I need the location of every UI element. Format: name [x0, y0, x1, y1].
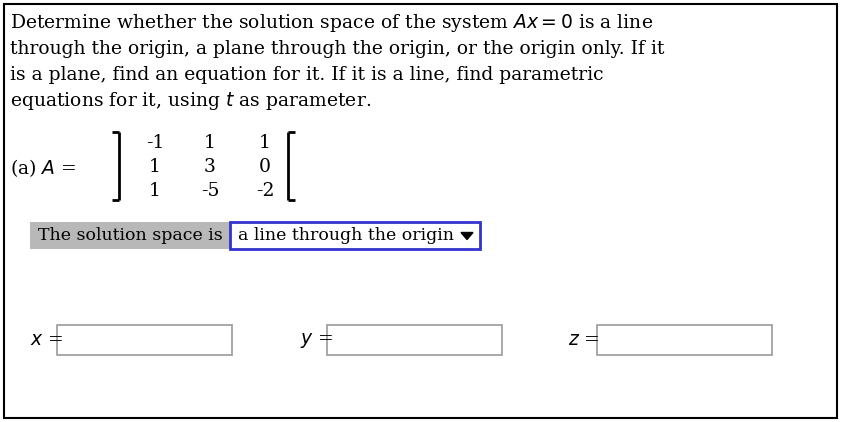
Text: is a plane, find an equation for it. If it is a line, find parametric: is a plane, find an equation for it. If … — [10, 66, 604, 84]
Text: 0: 0 — [259, 158, 271, 176]
FancyBboxPatch shape — [57, 325, 232, 355]
Text: Determine whether the solution space of the system $Ax = 0$ is a line: Determine whether the solution space of … — [10, 12, 653, 34]
FancyBboxPatch shape — [30, 222, 230, 249]
Text: equations for it, using $t$ as parameter.: equations for it, using $t$ as parameter… — [10, 90, 371, 112]
Text: 1: 1 — [149, 182, 161, 200]
Text: 3: 3 — [204, 158, 216, 176]
Text: 1: 1 — [204, 134, 216, 152]
Text: -1: -1 — [145, 134, 164, 152]
FancyBboxPatch shape — [230, 222, 480, 249]
Text: $y$ =: $y$ = — [300, 330, 333, 349]
FancyBboxPatch shape — [597, 325, 772, 355]
FancyBboxPatch shape — [4, 4, 837, 418]
Text: 1: 1 — [259, 134, 271, 152]
Text: -5: -5 — [201, 182, 220, 200]
Text: $x$ =: $x$ = — [30, 331, 63, 349]
Text: through the origin, a plane through the origin, or the origin only. If it: through the origin, a plane through the … — [10, 40, 664, 58]
Polygon shape — [461, 233, 473, 240]
Text: $z$ =: $z$ = — [568, 331, 600, 349]
Text: a line through the origin: a line through the origin — [238, 227, 454, 244]
FancyBboxPatch shape — [327, 325, 502, 355]
Text: 1: 1 — [149, 158, 161, 176]
Text: (a) $A$ =: (a) $A$ = — [10, 157, 77, 179]
Text: -2: -2 — [256, 182, 274, 200]
Text: The solution space is: The solution space is — [38, 227, 222, 244]
